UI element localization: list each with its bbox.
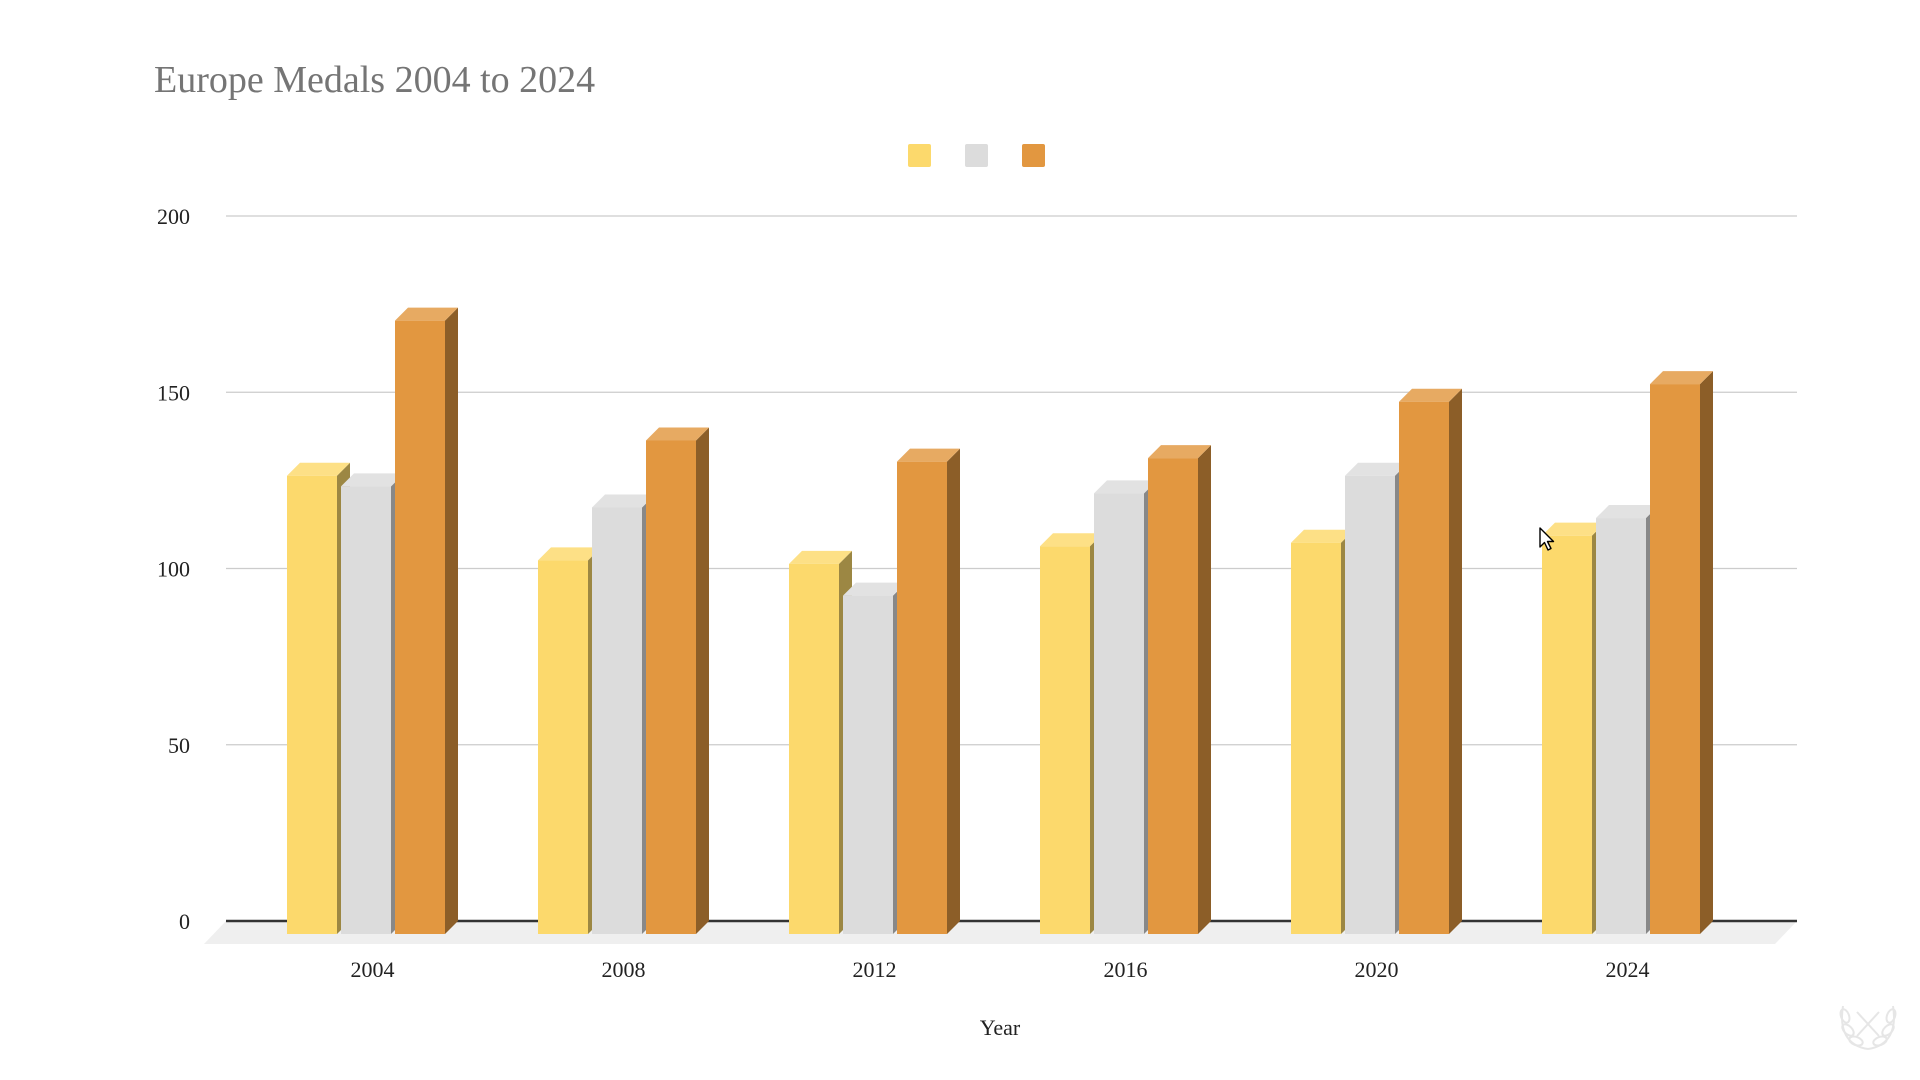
chart-title: Europe Medals 2004 to 2024 (154, 59, 596, 101)
x-tick-label: 2004 (351, 957, 395, 982)
bar-2024-series-3 (1650, 371, 1713, 935)
legend-swatch-series-3 (1022, 144, 1045, 167)
bar-2020-series-2 (1345, 462, 1408, 934)
bar-2024-series-2 (1596, 505, 1659, 934)
y-tick-label: 100 (157, 557, 190, 582)
bar-2012-series-3 (897, 448, 960, 934)
bar-2008-series-2 (592, 494, 655, 934)
bar-2016-series-1 (1040, 533, 1103, 934)
x-tick-label: 2012 (853, 957, 897, 982)
legend-swatch-series-2 (965, 144, 988, 167)
bar-2008-series-1 (538, 547, 601, 934)
bar-2020-series-1 (1291, 529, 1354, 934)
bar-2020-series-3 (1399, 388, 1462, 935)
bar-2016-series-2 (1094, 480, 1157, 934)
arrow-pointer-icon (1539, 527, 1555, 551)
y-tick-label: 50 (168, 733, 190, 758)
y-tick-label: 150 (157, 380, 190, 405)
y-tick-label: 0 (179, 909, 190, 934)
bar-2012-series-2 (843, 582, 906, 934)
x-tick-label: 2024 (1606, 957, 1650, 982)
bar-2004-series-3 (395, 307, 458, 934)
y-tick-label: 200 (157, 204, 190, 229)
olympic-wreath-logo-icon (1839, 1005, 1897, 1050)
bar-2024-series-1 (1542, 522, 1605, 934)
bar-2004-series-2 (341, 473, 404, 934)
x-tick-label: 2008 (602, 957, 646, 982)
legend-swatch-series-1 (908, 144, 931, 167)
x-tick-label: 2016 (1104, 957, 1148, 982)
bar-2012-series-1 (789, 550, 852, 934)
bar-2008-series-3 (646, 427, 709, 934)
bar-2016-series-3 (1148, 445, 1211, 934)
bar-2004-series-1 (287, 462, 350, 934)
x-axis-title: Year (980, 1015, 1021, 1040)
x-tick-label: 2020 (1355, 957, 1399, 982)
